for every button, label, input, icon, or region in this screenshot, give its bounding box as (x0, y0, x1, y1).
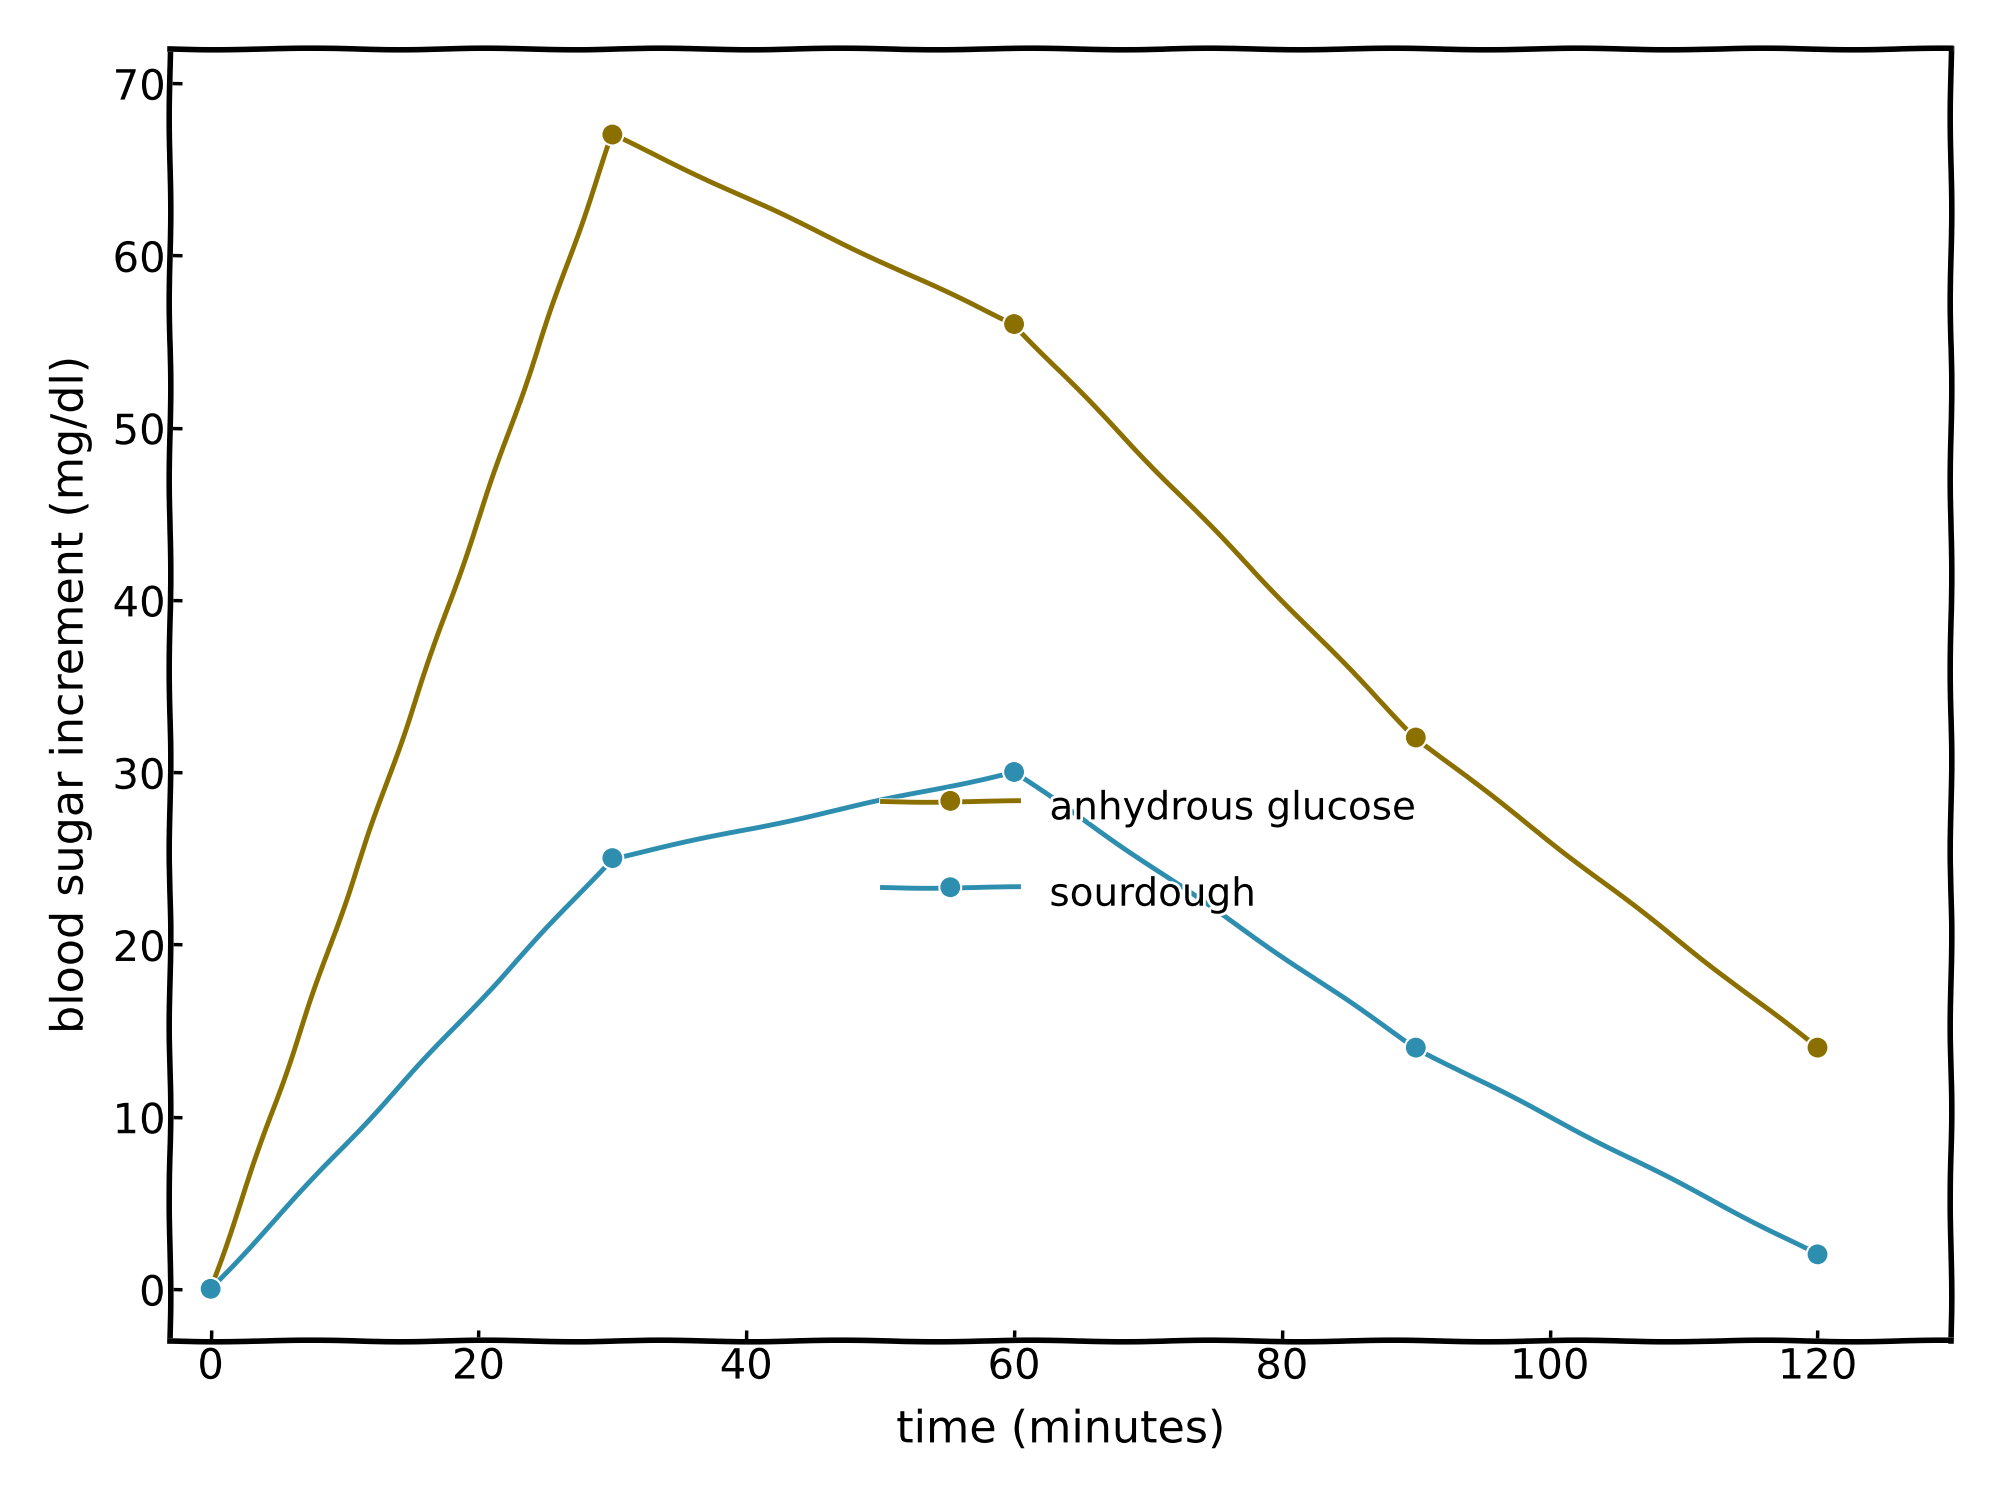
anhydrous glucose (198, 1280, 222, 1298)
Y-axis label: blood sugar increment (mg/dl): blood sugar increment (mg/dl) (48, 356, 92, 1034)
anhydrous glucose (1002, 315, 1026, 333)
Line: anhydrous glucose: anhydrous glucose (202, 126, 1826, 1298)
X-axis label: time (minutes): time (minutes) (896, 1408, 1226, 1452)
anhydrous glucose (1404, 729, 1428, 747)
Legend: anhydrous glucose, sourdough: anhydrous glucose, sourdough (866, 768, 1430, 932)
sourdough (1806, 1245, 1830, 1263)
anhydrous glucose (600, 126, 624, 144)
sourdough (198, 1280, 222, 1298)
Line: sourdough: sourdough (202, 764, 1826, 1298)
sourdough (1002, 764, 1026, 782)
sourdough (1404, 1040, 1428, 1058)
sourdough (600, 849, 624, 867)
anhydrous glucose (1806, 1040, 1830, 1058)
